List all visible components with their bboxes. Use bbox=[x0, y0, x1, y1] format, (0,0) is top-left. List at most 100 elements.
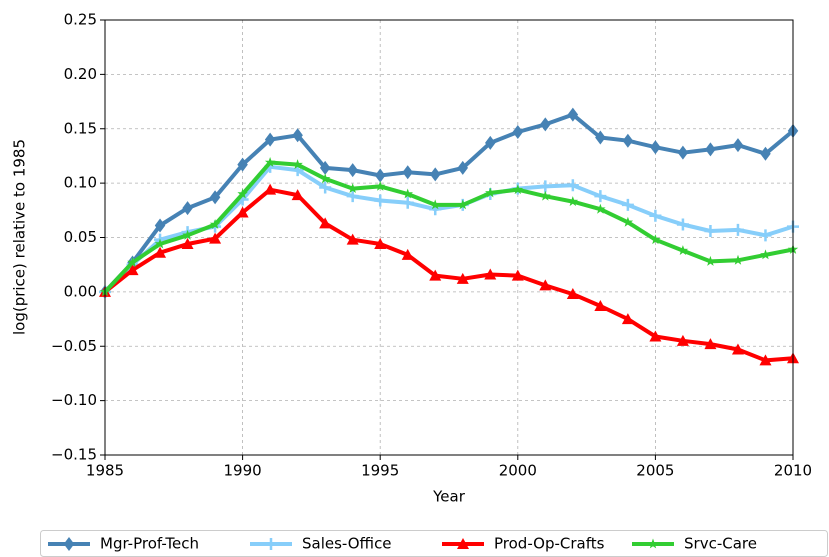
marker bbox=[154, 238, 166, 249]
marker bbox=[622, 133, 634, 148]
marker bbox=[375, 180, 386, 191]
marker bbox=[457, 199, 468, 210]
marker bbox=[759, 354, 772, 366]
marker bbox=[705, 142, 716, 157]
marker bbox=[595, 130, 606, 145]
marker bbox=[292, 159, 303, 170]
marker bbox=[127, 257, 138, 267]
marker bbox=[154, 246, 167, 258]
marker bbox=[182, 229, 193, 240]
marker bbox=[567, 107, 579, 122]
marker bbox=[759, 229, 772, 242]
y-tick-label: 0.15 bbox=[64, 119, 97, 137]
legend-marker bbox=[265, 538, 277, 550]
marker bbox=[677, 145, 689, 160]
marker bbox=[292, 128, 303, 143]
marker bbox=[457, 160, 469, 175]
y-tick-label: −0.15 bbox=[51, 446, 97, 464]
marker bbox=[732, 254, 744, 265]
series-line bbox=[103, 160, 794, 294]
marker bbox=[264, 183, 277, 195]
legend-marker bbox=[457, 538, 469, 549]
marker bbox=[539, 180, 552, 193]
marker bbox=[731, 343, 744, 355]
marker bbox=[704, 338, 717, 350]
marker bbox=[347, 183, 358, 193]
x-tick-label: 1995 bbox=[361, 462, 399, 480]
marker bbox=[374, 168, 386, 183]
marker bbox=[731, 223, 744, 236]
y-tick-label: 0.05 bbox=[64, 228, 97, 246]
legend-marker bbox=[647, 538, 659, 549]
marker bbox=[485, 187, 496, 198]
marker bbox=[595, 203, 606, 214]
x-axis-title: Year bbox=[432, 488, 466, 506]
marker bbox=[346, 190, 359, 203]
y-tick-label: 0.10 bbox=[64, 174, 97, 192]
marker bbox=[401, 248, 414, 260]
marker bbox=[566, 288, 579, 300]
series-line bbox=[103, 112, 795, 294]
marker bbox=[209, 232, 222, 244]
x-tick-label: 2005 bbox=[636, 462, 674, 480]
marker bbox=[402, 165, 413, 180]
marker bbox=[319, 181, 332, 194]
marker bbox=[567, 196, 579, 207]
marker bbox=[154, 218, 166, 233]
marker bbox=[264, 132, 276, 147]
marker bbox=[650, 234, 661, 245]
y-tick-label: 0.20 bbox=[64, 65, 97, 83]
legend-marker bbox=[63, 537, 75, 551]
marker bbox=[291, 189, 304, 201]
marker bbox=[650, 140, 661, 155]
marker bbox=[566, 179, 579, 192]
marker bbox=[732, 138, 744, 153]
marker bbox=[676, 334, 689, 346]
marker bbox=[676, 218, 689, 231]
marker bbox=[209, 219, 221, 229]
marker bbox=[456, 272, 469, 284]
marker bbox=[649, 330, 662, 342]
x-tick-label: 2000 bbox=[499, 462, 537, 480]
y-tick-label: 0.00 bbox=[64, 282, 97, 300]
marker bbox=[209, 190, 221, 205]
marker bbox=[319, 217, 332, 229]
marker bbox=[430, 199, 441, 210]
marker bbox=[760, 249, 771, 260]
legend-label: Prod-Op-Crafts bbox=[494, 535, 605, 553]
marker bbox=[621, 313, 634, 325]
marker bbox=[319, 160, 331, 175]
marker bbox=[677, 245, 689, 255]
x-tick-label: 1985 bbox=[86, 462, 124, 480]
y-tick-label: 0.25 bbox=[64, 11, 97, 29]
marker bbox=[182, 201, 193, 216]
x-tick-label: 1990 bbox=[224, 462, 262, 480]
legend-label: Srvc-Care bbox=[684, 535, 757, 553]
plot-frame bbox=[104, 19, 794, 456]
legend-label: Mgr-Prof-Tech bbox=[100, 535, 199, 553]
y-tick-label: −0.10 bbox=[51, 391, 97, 409]
marker bbox=[264, 157, 276, 167]
marker bbox=[374, 238, 387, 250]
marker bbox=[594, 190, 607, 203]
marker bbox=[236, 206, 249, 218]
marker bbox=[126, 264, 139, 276]
marker bbox=[540, 190, 551, 201]
marker bbox=[237, 157, 248, 172]
series-line bbox=[103, 187, 794, 363]
marker bbox=[622, 216, 634, 227]
y-axis-title: log(price) relative to 1985 bbox=[11, 139, 29, 335]
x-tick-label: 2010 bbox=[774, 462, 812, 480]
marker bbox=[347, 163, 358, 178]
marker bbox=[401, 196, 414, 209]
marker bbox=[429, 269, 442, 281]
marker bbox=[511, 269, 524, 281]
marker bbox=[374, 194, 387, 207]
marker bbox=[319, 173, 331, 184]
marker bbox=[429, 167, 441, 182]
marker bbox=[704, 224, 717, 237]
marker bbox=[512, 184, 523, 195]
y-tick-label: −0.05 bbox=[51, 337, 97, 355]
marker bbox=[760, 146, 771, 161]
